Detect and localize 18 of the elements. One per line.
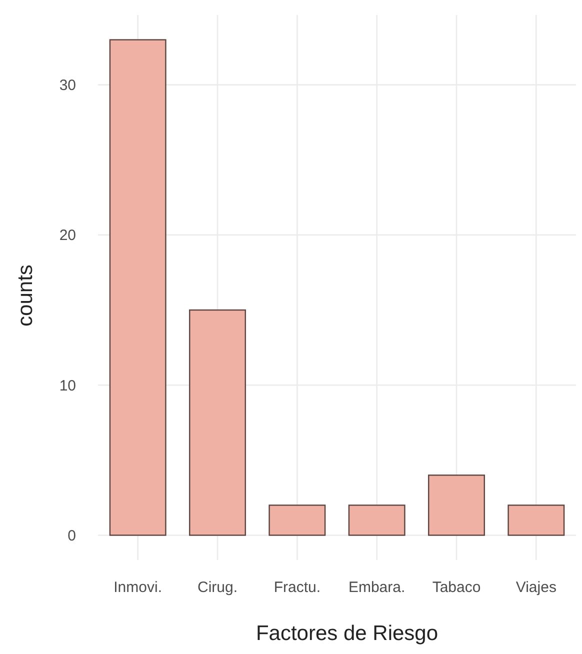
bar: [268, 504, 326, 536]
x-tick-label: Inmovi.: [114, 579, 162, 596]
y-tick-label: 10: [59, 377, 76, 394]
y-tick-label: 30: [59, 77, 76, 94]
x-tick-label: Viajes: [516, 579, 556, 596]
bar: [428, 474, 485, 536]
x-tick-label: Fractu.: [274, 579, 321, 596]
bar: [189, 309, 246, 536]
x-tick-label: Embara.: [348, 579, 406, 596]
bar: [109, 39, 166, 536]
y-axis-title: counts: [14, 264, 37, 326]
y-tick-label: 20: [59, 227, 76, 244]
bar: [348, 504, 406, 536]
x-tick-label: Cirug.: [197, 579, 238, 596]
x-axis-title: Factores de Riesgo: [256, 622, 438, 645]
x-tick-label: Tabaco: [432, 579, 481, 596]
bar: [508, 504, 565, 536]
y-tick-label: 0: [68, 527, 76, 544]
